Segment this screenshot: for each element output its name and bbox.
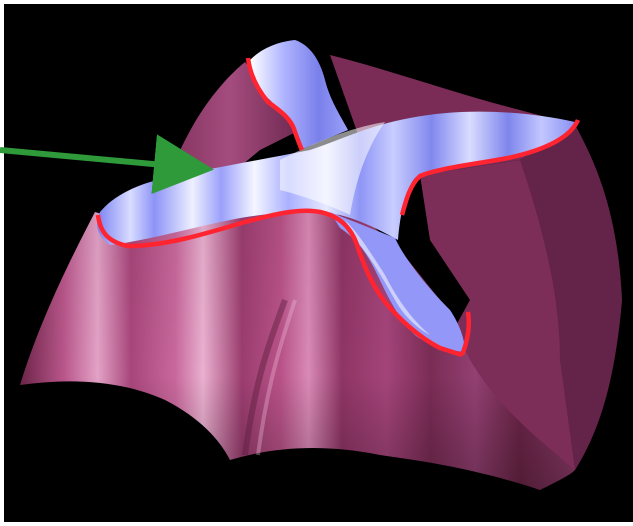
surface-crease-highlight [256,299,297,456]
arrow-right-icon [0,134,214,195]
contour-line-front [95,208,463,358]
ridge-crest-highlight [280,122,385,215]
contour-line-right [399,118,581,216]
surface-crease [242,298,288,456]
ridge-lower-branch-highlight [345,220,430,335]
ridge-top-branch [250,40,348,150]
contour-line-lower-right [459,311,471,356]
front-surface-shade [20,205,575,490]
right-slope-shade [520,125,622,470]
contour-line-back-left [245,57,305,152]
